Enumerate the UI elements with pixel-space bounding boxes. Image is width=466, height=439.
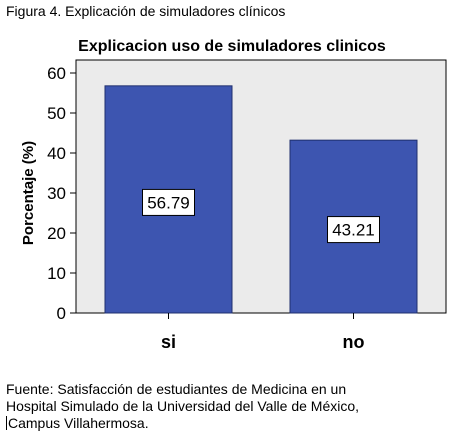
x-tick-label: si (161, 332, 176, 352)
source-note-line-2: Hospital Simulado de la Universidad del … (6, 398, 360, 414)
x-axis: si no (161, 313, 365, 352)
text-cursor-mark (6, 416, 7, 430)
source-note-line-1: Fuente: Satisfacción de estudiantes de M… (6, 381, 347, 397)
y-tick-label: 50 (47, 104, 66, 123)
data-label-box-si (142, 188, 195, 216)
y-axis: 0 10 20 30 40 50 60 (47, 64, 76, 323)
y-tick-label: 0 (57, 304, 66, 323)
source-note-line-3: Campus Villahermosa. (8, 415, 149, 431)
figure-caption: Figura 4. Explicación de simuladores clí… (6, 3, 286, 19)
bars-group: 56.79 43.21 (104, 85, 418, 314)
y-tick-label: 10 (47, 264, 66, 283)
data-label-no: 43.21 (332, 221, 375, 240)
bar-chart: Explicacion uso de simuladores clinicos … (20, 38, 447, 352)
y-tick-label: 30 (47, 184, 66, 203)
data-label-si: 56.79 (147, 193, 190, 212)
y-tick-label: 60 (47, 64, 66, 83)
y-tick-label: 20 (47, 224, 66, 243)
y-tick-label: 40 (47, 144, 66, 163)
y-axis-label: Porcentaje (%) (20, 141, 37, 245)
source-note: Fuente: Satisfacción de estudiantes de M… (6, 381, 446, 432)
chart-title: Explicacion uso de simuladores clinicos (78, 38, 386, 55)
x-tick-label: no (343, 332, 365, 352)
data-label-box-no (327, 216, 380, 244)
